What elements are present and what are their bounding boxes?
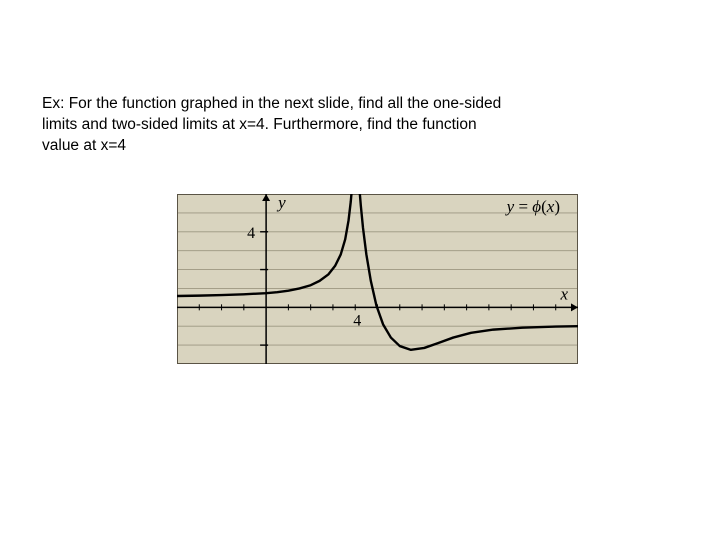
problem-text: Ex: For the function graphed in the next… bbox=[42, 94, 662, 157]
svg-text:4: 4 bbox=[353, 312, 361, 329]
slide: Ex: For the function graphed in the next… bbox=[0, 0, 720, 540]
svg-text:x: x bbox=[559, 284, 568, 303]
graph-container: y x 4 4 y = ϕ(x) bbox=[177, 194, 578, 364]
text-line-2: limits and two-sided limits at x=4. Furt… bbox=[42, 116, 477, 133]
text-line-1: Ex: For the function graphed in the next… bbox=[42, 95, 501, 112]
svg-text:4: 4 bbox=[247, 225, 255, 242]
function-graph: y x 4 4 y = ϕ(x) bbox=[177, 194, 578, 364]
svg-text:y: y bbox=[276, 194, 286, 212]
text-line-3: value at x=4 bbox=[42, 137, 126, 154]
svg-text:y = ϕ(x): y = ϕ(x) bbox=[505, 197, 560, 216]
